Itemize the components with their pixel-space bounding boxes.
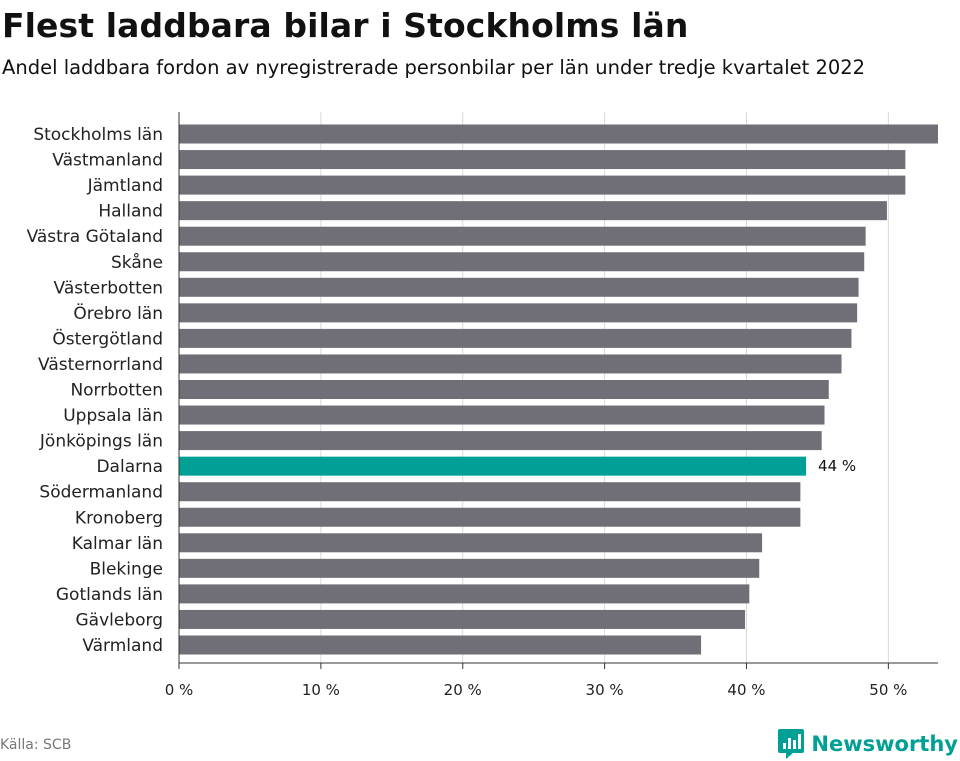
category-label: Gävleborg xyxy=(75,610,163,630)
category-label: Uppsala län xyxy=(63,406,163,426)
chart-subtitle: Andel laddbara fordon av nyregistrerade … xyxy=(2,56,866,79)
bar-skåne xyxy=(179,252,865,272)
chart-title: Flest laddbara bilar i Stockholms län xyxy=(2,6,689,45)
bar-östergötland xyxy=(179,328,852,348)
bar-västmanland xyxy=(179,150,906,170)
bar-gävleborg xyxy=(179,609,746,629)
bar-gotlands-län xyxy=(179,584,750,604)
category-label: Halland xyxy=(98,202,163,222)
category-label: Värmland xyxy=(82,636,163,656)
brand-logo[interactable]: Newsworthy xyxy=(777,727,958,761)
category-label: Blekinge xyxy=(90,559,163,579)
x-tick-label: 50 % xyxy=(869,681,907,699)
bar-stockholms-län xyxy=(179,124,938,144)
bar-jämtland xyxy=(179,175,906,195)
bar-örebro-län xyxy=(179,303,858,323)
category-label: Kalmar län xyxy=(72,534,163,554)
source-note: Källa: SCB xyxy=(0,737,72,753)
category-label: Kronoberg xyxy=(75,508,163,528)
category-label: Skåne xyxy=(111,252,163,273)
category-label: Gotlands län xyxy=(56,585,163,605)
bar-kronoberg xyxy=(179,507,801,527)
bar-västra-götaland xyxy=(179,226,866,246)
x-tick-label: 30 % xyxy=(586,681,624,699)
bar-södermanland xyxy=(179,482,801,502)
bar-dalarna xyxy=(179,456,807,476)
data-label: 44 % xyxy=(818,457,856,475)
x-tick-label: 20 % xyxy=(444,681,482,699)
bar-kalmar-län xyxy=(179,533,763,553)
category-label: Norrbotten xyxy=(70,381,163,401)
brand-name: Newsworthy xyxy=(811,732,958,756)
category-label: Västernorrland xyxy=(38,355,163,375)
bar-blekinge xyxy=(179,558,760,578)
category-label: Örebro län xyxy=(73,302,163,324)
bar-värmland xyxy=(179,635,702,655)
category-label: Jönköpings län xyxy=(39,432,163,452)
category-label: Östergötland xyxy=(52,327,163,349)
category-label: Dalarna xyxy=(96,457,163,477)
x-tick-label: 40 % xyxy=(727,681,765,699)
newsworthy-logo-icon xyxy=(778,729,805,759)
category-label: Stockholms län xyxy=(33,125,163,145)
bar-västerbotten xyxy=(179,277,859,297)
x-tick-label: 0 % xyxy=(165,681,194,699)
category-label: Västerbotten xyxy=(54,278,163,298)
x-tick-label: 10 % xyxy=(302,681,340,699)
bar-uppsala-län xyxy=(179,405,825,425)
category-label: Jämtland xyxy=(87,176,163,196)
category-label: Västra Götaland xyxy=(27,227,163,247)
bar-chart: Stockholms län Västmanland Jämtland Halland… xyxy=(27,112,938,699)
bar-norrbotten xyxy=(179,380,829,399)
category-label: Södermanland xyxy=(39,483,163,503)
bar-halland xyxy=(179,201,887,221)
bar-jönköpings-län xyxy=(179,431,822,451)
category-label: Västmanland xyxy=(52,151,163,171)
bar-västernorrland xyxy=(179,354,842,374)
